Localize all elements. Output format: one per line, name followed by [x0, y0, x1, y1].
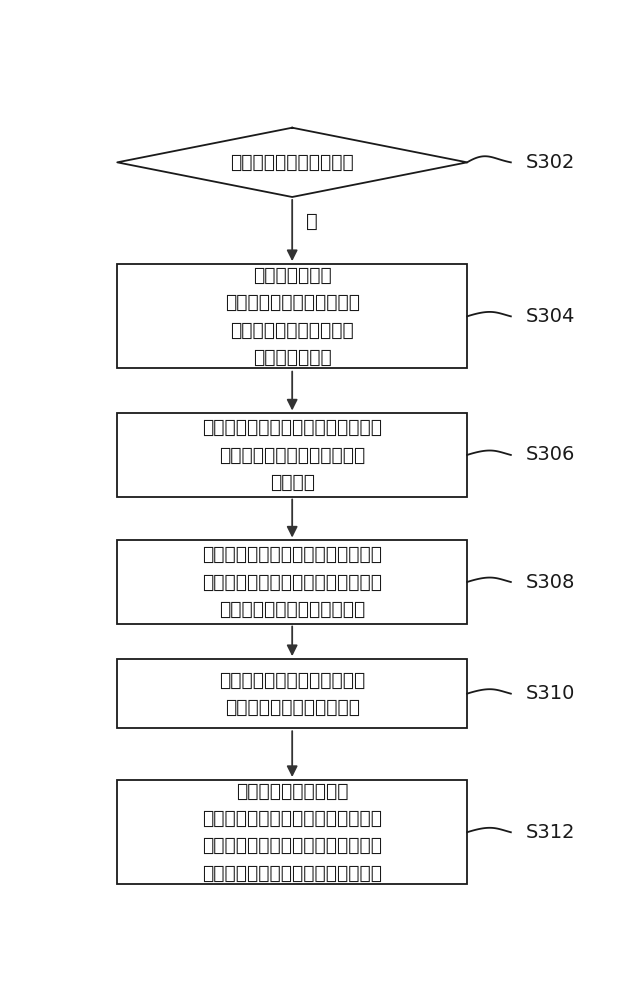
Text: 获取对比终端的
对比终端屏幕截图，获取与
对比终端屏幕截图对应的
待测试屏幕截图: 获取对比终端的 对比终端屏幕截图，获取与 对比终端屏幕截图对应的 待测试屏幕截图: [224, 266, 360, 367]
Bar: [117, 659, 467, 728]
Text: S306: S306: [525, 445, 575, 464]
Bar: [117, 540, 467, 624]
Bar: [117, 413, 467, 497]
Text: S312: S312: [525, 823, 575, 842]
Polygon shape: [117, 128, 467, 197]
Text: 将比较结果为相等的待测试屏幕截图
的像素点的数量除以待测试屏幕截图
的所有像素点，以得到相似度: 将比较结果为相等的待测试屏幕截图 的像素点的数量除以待测试屏幕截图 的所有像素点…: [202, 545, 382, 619]
Text: 将对比终端屏幕截图的每个像素点与
待测试屏幕截图的每个像素点
进行比较: 将对比终端屏幕截图的每个像素点与 待测试屏幕截图的每个像素点 进行比较: [202, 418, 382, 492]
Text: 构建不同颜色的灯光与不同的
异常情况信息间的对应关系: 构建不同颜色的灯光与不同的 异常情况信息间的对应关系: [219, 671, 366, 717]
Text: S308: S308: [525, 572, 575, 591]
Text: 是: 是: [306, 212, 317, 231]
Text: S302: S302: [525, 153, 575, 172]
Text: S310: S310: [525, 684, 575, 703]
Text: 根据相似度输出对应的
待测试终端的异常情况信息，通过发
出与异常情况信息在对应关系中对应
的颜色的灯关，以输出异常情况信息: 根据相似度输出对应的 待测试终端的异常情况信息，通过发 出与异常情况信息在对应关…: [202, 782, 382, 883]
Text: 异常情况信息可以被输出: 异常情况信息可以被输出: [230, 153, 354, 172]
Text: S304: S304: [525, 307, 575, 326]
Bar: [117, 264, 467, 368]
Bar: [117, 780, 467, 884]
